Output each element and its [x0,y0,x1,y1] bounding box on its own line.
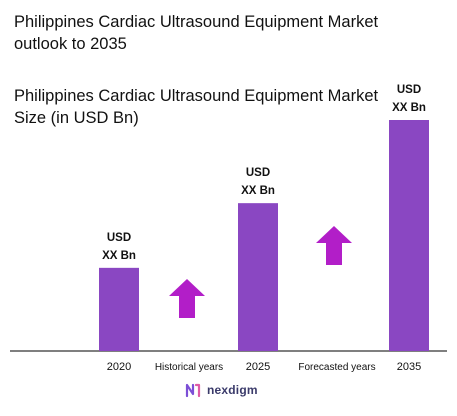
x-tick-label-2020: 2020 [107,361,131,373]
nexdigm-logo-icon [185,383,201,398]
period-label-1: Historical years [155,362,223,373]
period-label-2: Forecasted years [298,362,375,373]
bar-2020 [99,267,139,351]
data-label-2035-line1: USD [397,84,421,96]
trend-arrow-up-icon [169,279,205,318]
brand-logo: nexdigm [184,380,258,400]
bar-2035 [389,120,429,351]
data-label-2020-line1: USD [107,232,131,244]
x-tick-label-2035: 2035 [397,361,421,373]
data-label-2025-line2: XX Bn [241,185,275,197]
page-title: Philippines Cardiac Ultrasound Equipment… [14,13,379,53]
data-label-2020-line2: XX Bn [102,250,136,262]
x-tick-label-2025: 2025 [246,361,270,373]
bar-2025 [238,203,278,351]
data-label-2035-line2: XX Bn [392,102,426,114]
chart-subtitle: Philippines Cardiac Ultrasound Equipment… [14,87,379,127]
brand-name: nexdigm [207,383,258,397]
trend-arrow-up-icon [316,226,352,265]
data-label-2025-line1: USD [246,167,270,179]
